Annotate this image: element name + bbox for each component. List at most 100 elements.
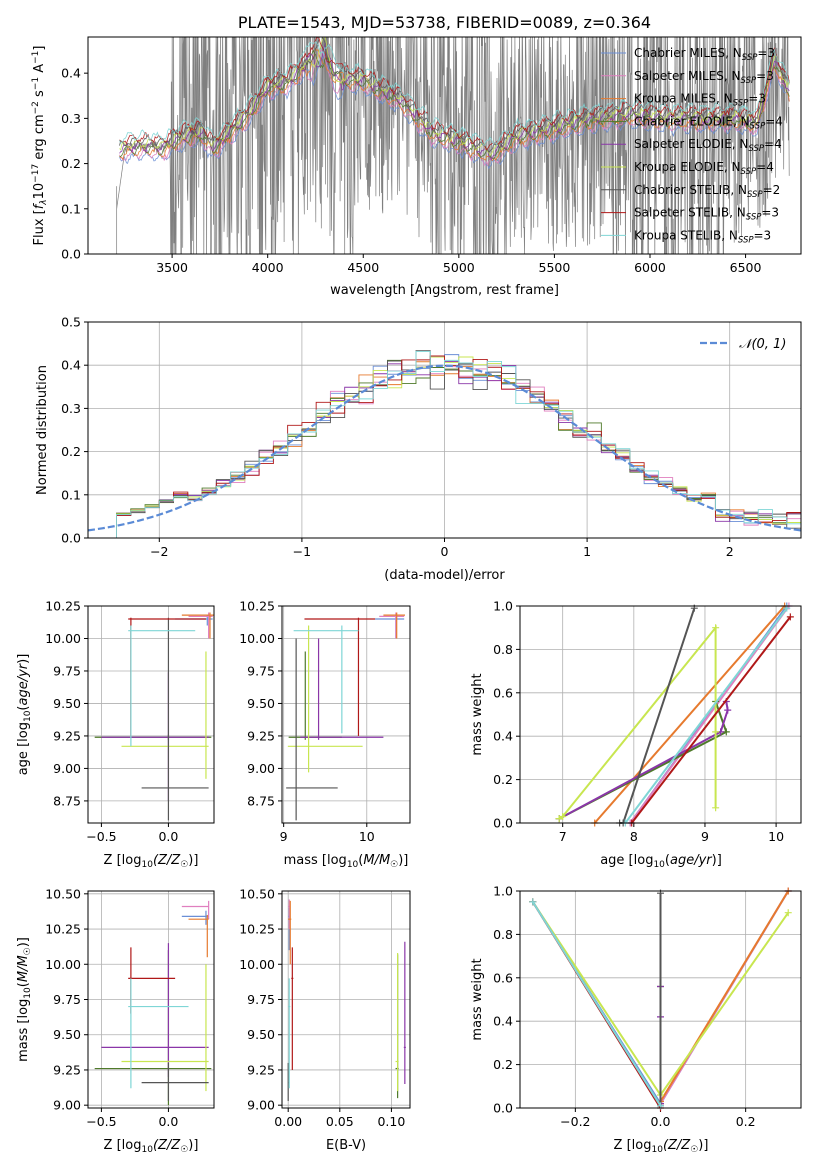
- y-tick-label: 9.50: [53, 1027, 81, 1042]
- y-tick-label: 0.4: [61, 358, 81, 373]
- normal-legend-label: 𝒩(0, 1): [739, 337, 786, 352]
- model-spectrum-kroupa-stelib: [119, 40, 790, 147]
- y-tick-label: 0.4: [61, 66, 81, 81]
- mass-vs-z-panel: −0.5 0.0 9.00 9.25 9.50 9.75 10.00 10.25 10.50 Z…: [16, 886, 215, 1155]
- legend-label: Salpeter MILES, NSSP=3: [634, 69, 774, 86]
- legend-label: Chabrier STELIB, NSSP=2: [634, 183, 780, 200]
- x-tick-label: 7: [559, 829, 567, 844]
- age-vs-mass-frame: [281, 605, 411, 824]
- y-tick-label: 0.2: [493, 1057, 513, 1072]
- y-tick-label: 1.0: [493, 599, 513, 614]
- x-tick-label: 8: [630, 829, 638, 844]
- cumulative-point-kroupa-elodie: [784, 909, 792, 917]
- age-vs-z-ylabel: age [log10(age/yr)]: [16, 654, 33, 776]
- x-tick-label: 6500: [730, 260, 762, 275]
- y-tick-label: 0.2: [61, 444, 81, 459]
- residual-legend: 𝒩(0, 1): [700, 337, 786, 352]
- x-tick-label: 2: [726, 544, 734, 559]
- y-tick-label: 9.00: [53, 1098, 81, 1113]
- mass-vs-z-frame: [87, 890, 215, 1109]
- x-tick-label: 1: [583, 544, 591, 559]
- y-tick-label: 9.25: [247, 728, 275, 743]
- cumulative-curve-kroupa-miles: [659, 890, 790, 1103]
- x-tick-label: 9: [701, 829, 709, 844]
- figure-title: PLATE=1543, MJD=53738, FIBERID=0089, z=0…: [238, 13, 651, 32]
- y-tick-label: 0.5: [61, 315, 81, 330]
- x-tick-label: 6000: [634, 260, 666, 275]
- x-tick-label: 10: [359, 829, 375, 844]
- x-tick-label: 0.0: [158, 829, 178, 844]
- cumulative-z-panel: −0.2 0.0 0.2 0.0 0.2 0.4 0.6 0.8 1.0 Z [log10(Z/…: [470, 884, 802, 1155]
- x-tick-label: 10: [768, 829, 784, 844]
- legend-label: Salpeter STELIB, NSSP=3: [634, 206, 779, 223]
- cumulative-point-kroupa-elodie: [712, 728, 720, 736]
- cumulative-curve-kroupa-stelib: [531, 901, 662, 1107]
- cumulative-z-frame: [519, 890, 802, 1109]
- x-tick-label: 3500: [156, 260, 188, 275]
- cumulative-age-xlabel: age [log10(age/yr)]: [600, 853, 722, 870]
- x-tick-label: 0.0: [651, 1114, 671, 1129]
- x-tick-label: 0.10: [377, 1114, 405, 1129]
- spectrum-frame: [87, 36, 802, 255]
- model-spectrum-chabrier-miles: [119, 52, 790, 170]
- y-tick-label: 1.0: [493, 884, 513, 899]
- x-tick-label: −1: [293, 544, 311, 559]
- x-tick-label: 0.00: [274, 1114, 302, 1129]
- y-tick-label: 0.8: [493, 927, 513, 942]
- cumulative-age-panel: 7 8 9 10 0.0 0.2 0.4 0.6 0.8 1.0 age [log10(age/y…: [470, 599, 802, 870]
- model-spectrum-salpeter-stelib: [119, 37, 790, 151]
- y-tick-label: 10.50: [45, 886, 81, 901]
- y-tick-label: 9.25: [53, 728, 81, 743]
- cumulative-point-kroupa-elodie: [712, 624, 720, 632]
- legend-label: Kroupa STELIB, NSSP=3: [634, 228, 771, 245]
- y-tick-label: 9.50: [247, 696, 275, 711]
- spectrum-panel: 3500 4000 4500 5000 5500 6000 6500 0.0 0.1 0.2 0.3…: [31, 36, 802, 298]
- y-tick-label: 9.75: [247, 992, 275, 1007]
- observed-spectrum-line: [116, 37, 790, 254]
- mass-vs-ebv-xlabel: E(B-V): [326, 1138, 366, 1153]
- y-tick-label: 0.4: [493, 1014, 513, 1029]
- x-tick-label: −0.5: [86, 829, 116, 844]
- y-tick-label: 0.0: [61, 531, 81, 546]
- x-tick-label: 0.05: [326, 1114, 354, 1129]
- y-tick-label: 10.25: [239, 599, 275, 614]
- age-vs-z-panel: −0.5 0.0 8.75 9.00 9.25 9.50 9.75 10.00 10.25 Z …: [16, 599, 215, 870]
- age-vs-z-frame: [87, 605, 215, 824]
- spectrum-ylabel: Flux [fλ10−17 erg cm−2 s−1 A−1]: [31, 46, 49, 246]
- residual-xlabel: (data-model)/error: [384, 568, 505, 583]
- model-spectrum-salpeter-elodie: [119, 43, 790, 161]
- x-tick-label: −2: [150, 544, 168, 559]
- cumulative-curve-kroupa-stelib: [624, 607, 788, 824]
- y-tick-label: 9.00: [53, 761, 81, 776]
- x-tick-label: 4000: [252, 260, 284, 275]
- y-tick-label: 0.1: [61, 487, 81, 502]
- cumulative-curve-kroupa-miles: [593, 605, 786, 824]
- y-tick-label: 0.2: [61, 156, 81, 171]
- x-tick-label: −0.2: [560, 1114, 590, 1129]
- cumulative-point-kroupa-elodie: [559, 812, 567, 820]
- y-tick-label: 9.75: [53, 663, 81, 678]
- y-tick-label: 0.4: [493, 729, 513, 744]
- y-tick-label: 0.6: [493, 970, 513, 985]
- y-tick-label: 0.6: [493, 685, 513, 700]
- residual-histogram-kroupa-stelib: [88, 351, 801, 538]
- mass-vs-z-xlabel: Z [log10(Z/Z☉)]: [104, 1138, 199, 1155]
- model-spectrum-chabrier-elodie: [119, 49, 790, 160]
- cumulative-point-kroupa-elodie: [555, 815, 563, 823]
- residual-ylabel: Normed distribution: [35, 365, 50, 495]
- cumulative-point-kroupa-stelib: [529, 898, 537, 906]
- y-tick-label: 0.8: [493, 642, 513, 657]
- mass-vs-z-ylabel: mass [log10(M/M☉)]: [16, 937, 33, 1062]
- y-tick-label: 10.00: [45, 631, 81, 646]
- y-tick-label: 10.50: [239, 886, 275, 901]
- y-tick-label: 9.00: [247, 1098, 275, 1113]
- cumulative-point-salpeter-stelib: [786, 613, 794, 621]
- residual-panel: −2 −1 0 1 2 0.0 0.1 0.2 0.3 0.4 0.5 (data-model)/e…: [35, 315, 802, 583]
- y-tick-label: 0.0: [493, 1101, 513, 1116]
- y-tick-label: 9.25: [53, 1062, 81, 1077]
- y-tick-label: 9.25: [247, 1062, 275, 1077]
- cumulative-point-kroupa-elodie: [712, 804, 720, 812]
- age-vs-mass-xlabel: mass [log10(M/M☉)]: [284, 853, 409, 870]
- cumulative-z-ylabel: mass weight: [470, 958, 485, 1040]
